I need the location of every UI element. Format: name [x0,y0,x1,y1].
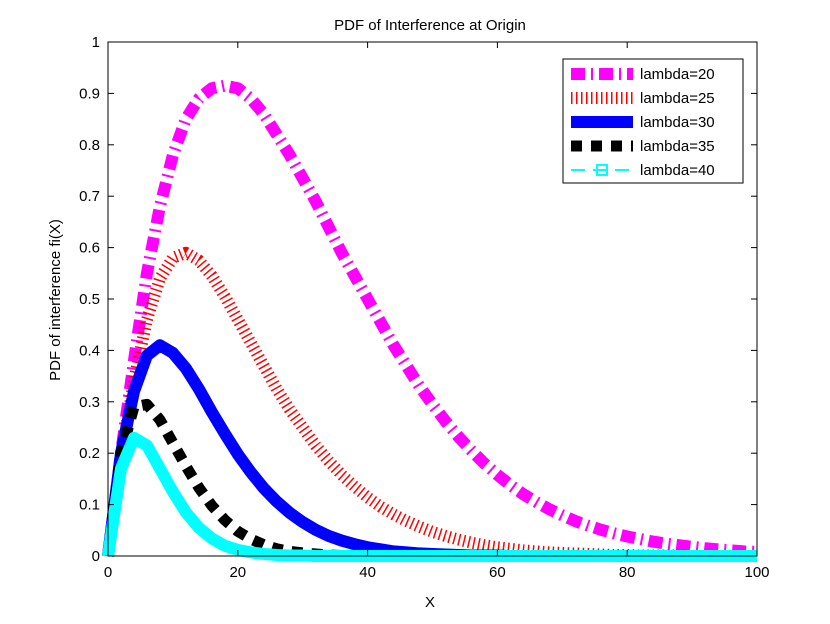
legend-label: lambda=40 [640,162,715,179]
legend-label: lambda=20 [640,66,715,83]
legend-label: lambda=25 [640,90,715,107]
x-axis-label: X [425,594,435,611]
y-tick-label: 0.9 [79,85,100,102]
series-line-lambda-30 [102,339,757,562]
y-tick-label: 0.7 [79,188,100,205]
legend-label: lambda=30 [640,114,715,131]
x-tick-label: 40 [359,564,376,581]
y-tick-label: 0.4 [79,342,100,359]
y-tick-label: 0.8 [79,137,100,154]
chart-title: PDF of Interference at Origin [334,17,526,34]
x-tick-label: 0 [104,564,112,581]
y-tick-label: 0.1 [79,497,100,514]
y-tick-label: 0.5 [79,291,100,308]
y-tick-label: 0.6 [79,240,100,257]
legend: lambda=20 lambda=25 lambda=30 lambda=35 lamb… [562,58,744,184]
legend-marker [596,164,608,176]
legend-label: lambda=35 [640,138,715,155]
x-tick-label: 60 [489,564,506,581]
tick-layer: 0 20 40 60 80 100 0 0.1 0.2 0.3 0.4 0.5 0.6 0.7 0.8 0.9… [79,34,769,581]
y-axis-label: PDF of interference fi(X) [47,219,64,381]
y-tick-label: 0.2 [79,445,100,462]
y-tick-label: 0.3 [79,394,100,411]
y-tick-label: 0 [92,548,100,565]
x-tick-label: 20 [229,564,246,581]
x-tick-label: 100 [744,564,769,581]
y-tick-label: 1 [92,34,100,51]
series-line-lambda-20 [102,79,758,558]
x-tick-label: 80 [619,564,636,581]
